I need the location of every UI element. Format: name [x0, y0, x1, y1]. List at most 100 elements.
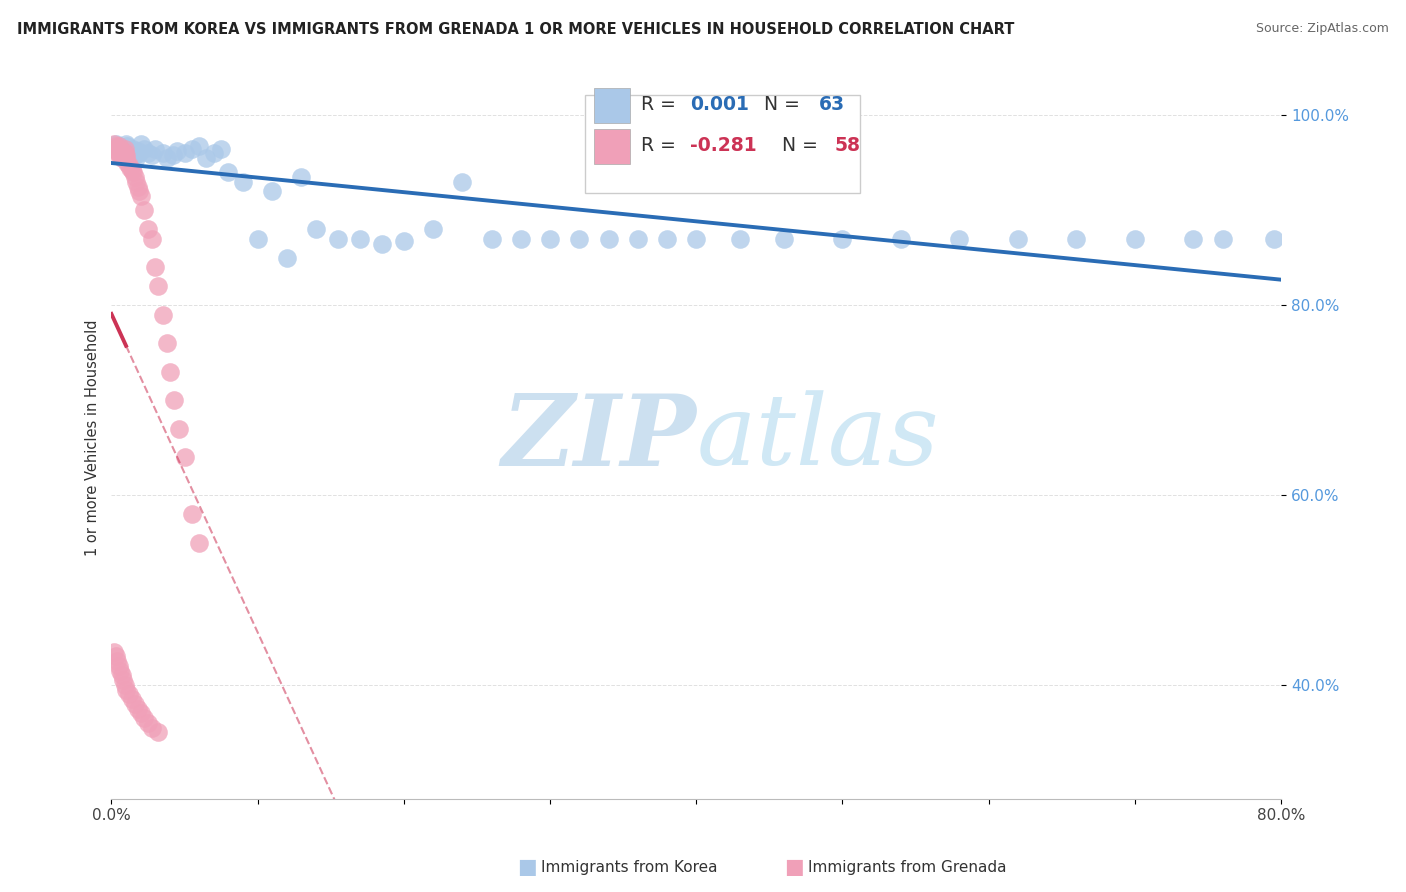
Text: R =: R =: [641, 136, 682, 155]
Point: [1123, 232, 1146, 246]
Point: [111, 146, 134, 161]
Point: [107, 138, 129, 153]
Point: [114, 146, 136, 161]
Point: [120, 148, 142, 162]
Point: [108, 148, 131, 162]
Point: [108, 142, 131, 156]
Point: [217, 165, 239, 179]
Point: [129, 706, 152, 721]
Bar: [595, 129, 630, 164]
Point: [598, 232, 620, 246]
Point: [125, 175, 148, 189]
Point: [173, 450, 195, 464]
Point: [180, 507, 202, 521]
Point: [162, 148, 184, 162]
Point: [122, 165, 145, 179]
Point: [132, 711, 155, 725]
Point: [831, 232, 853, 246]
Point: [141, 148, 163, 162]
Point: [124, 148, 146, 162]
Point: [136, 146, 159, 161]
Text: 58: 58: [834, 136, 860, 155]
Point: [305, 222, 328, 236]
Point: [111, 146, 134, 161]
Point: [262, 184, 284, 198]
Point: [148, 725, 170, 739]
Point: [111, 668, 134, 682]
Text: IMMIGRANTS FROM KOREA VS IMMIGRANTS FROM GRENADA 1 OR MORE VEHICLES IN HOUSEHOLD: IMMIGRANTS FROM KOREA VS IMMIGRANTS FROM…: [17, 22, 1014, 37]
Text: N =: N =: [752, 95, 806, 113]
Point: [107, 146, 129, 161]
Point: [122, 142, 145, 156]
Point: [173, 146, 195, 161]
Point: [685, 232, 707, 246]
Point: [115, 682, 138, 697]
Point: [143, 142, 166, 156]
Point: [117, 156, 139, 170]
Text: ■: ■: [785, 857, 804, 877]
Point: [1182, 232, 1205, 246]
Point: [143, 260, 166, 275]
Point: [202, 146, 225, 161]
Point: [105, 654, 128, 668]
Point: [159, 365, 181, 379]
Point: [125, 151, 148, 165]
Point: [112, 151, 135, 165]
Point: [451, 175, 474, 189]
Point: [326, 232, 349, 246]
Point: [1007, 232, 1029, 246]
Y-axis label: 1 or more Vehicles in Household: 1 or more Vehicles in Household: [86, 320, 100, 557]
Point: [890, 232, 912, 246]
Text: atlas: atlas: [696, 391, 939, 486]
Point: [568, 232, 591, 246]
Point: [773, 232, 796, 246]
Point: [246, 232, 269, 246]
Point: [655, 232, 678, 246]
Point: [124, 170, 146, 185]
Point: [114, 142, 136, 156]
Text: Immigrants from Grenada: Immigrants from Grenada: [808, 860, 1007, 874]
Point: [156, 151, 179, 165]
Point: [118, 146, 141, 161]
Point: [1263, 232, 1285, 246]
FancyBboxPatch shape: [585, 95, 860, 193]
Text: 63: 63: [820, 95, 845, 113]
Text: R =: R =: [641, 95, 682, 113]
Point: [166, 145, 188, 159]
Point: [132, 203, 155, 218]
Point: [127, 179, 149, 194]
Point: [128, 146, 150, 161]
Point: [112, 145, 135, 159]
Point: [114, 142, 136, 156]
Point: [136, 715, 159, 730]
Point: [105, 146, 128, 161]
Point: [349, 232, 371, 246]
Point: [117, 138, 139, 153]
Point: [232, 175, 254, 189]
Point: [112, 148, 135, 162]
Point: [118, 158, 141, 172]
Point: [148, 279, 170, 293]
Point: [163, 393, 186, 408]
Point: [538, 232, 561, 246]
Point: [108, 664, 131, 678]
Point: [129, 189, 152, 203]
Point: [121, 163, 143, 178]
Point: [127, 701, 149, 715]
Point: [121, 145, 143, 159]
Point: [129, 136, 152, 151]
Point: [195, 151, 218, 165]
Point: [114, 678, 136, 692]
Text: ZIP: ZIP: [502, 390, 696, 486]
Point: [209, 142, 232, 156]
Point: [104, 138, 127, 153]
Point: [112, 673, 135, 687]
Point: [188, 535, 211, 549]
Text: Source: ZipAtlas.com: Source: ZipAtlas.com: [1256, 22, 1389, 36]
Point: [103, 136, 125, 151]
Point: [111, 151, 134, 165]
Point: [132, 142, 155, 156]
Point: [290, 170, 312, 185]
Point: [103, 645, 125, 659]
Point: [948, 232, 970, 246]
